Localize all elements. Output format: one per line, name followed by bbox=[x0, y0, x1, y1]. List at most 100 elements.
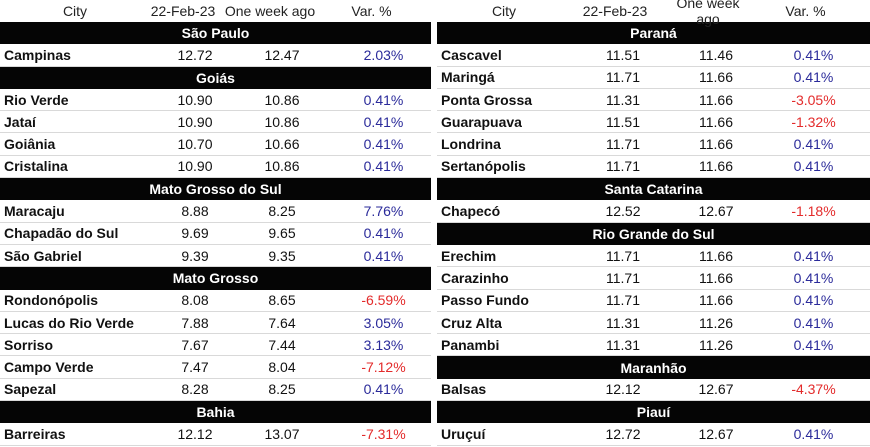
table-row: Campinas 12.72 12.47 2.03% bbox=[0, 44, 431, 67]
left-price-table: City 22-Feb-23 One week ago Var. % São P… bbox=[0, 0, 431, 446]
table-row: Panambi 11.31 11.26 0.41% bbox=[437, 334, 870, 357]
city-name: Balsas bbox=[441, 381, 487, 398]
current-price: 11.51 bbox=[606, 46, 640, 63]
previous-price: 7.44 bbox=[268, 336, 296, 353]
city-name: Uruçuí bbox=[441, 425, 486, 442]
current-price: 10.90 bbox=[177, 91, 213, 108]
city-name: Jataí bbox=[4, 113, 36, 130]
table-row: Lucas do Rio Verde 7.88 7.64 3.05% bbox=[0, 312, 431, 335]
table-row: Ponta Grossa 11.31 11.66 -3.05% bbox=[437, 89, 870, 112]
header-previous: One week ago bbox=[676, 0, 740, 27]
table-row: Campo Verde 7.47 8.04 -7.12% bbox=[0, 356, 431, 379]
previous-price: 11.66 bbox=[699, 247, 733, 264]
header-previous: One week ago bbox=[224, 3, 316, 19]
table-row: Maringá 11.71 11.66 0.41% bbox=[437, 67, 870, 89]
table-row: Cristalina 10.90 10.86 0.41% bbox=[0, 156, 431, 179]
region-header: Goiás bbox=[0, 66, 431, 89]
current-price: 11.71 bbox=[606, 247, 640, 264]
table-header: City 22-Feb-23 One week ago Var. % bbox=[437, 0, 870, 27]
current-price: 12.12 bbox=[605, 381, 641, 398]
variation-value: 0.41% bbox=[793, 336, 834, 353]
current-price: 11.71 bbox=[606, 69, 640, 86]
variation-value: 0.41% bbox=[363, 225, 404, 242]
table-row: Cruz Alta 11.31 11.26 0.41% bbox=[437, 312, 870, 335]
city-name: Londrina bbox=[441, 136, 501, 153]
previous-price: 10.86 bbox=[264, 113, 300, 130]
header-current-date: 22-Feb-23 bbox=[582, 3, 648, 19]
city-name: Erechim bbox=[441, 247, 497, 264]
city-name: Campo Verde bbox=[4, 359, 94, 376]
previous-price: 11.26 bbox=[699, 336, 733, 353]
variation-value: 0.41% bbox=[363, 247, 404, 264]
right-price-table: City 22-Feb-23 One week ago Var. % Paran… bbox=[437, 0, 870, 446]
table-row: Chapadão do Sul 9.69 9.65 0.41% bbox=[0, 223, 431, 245]
table-row: Sertanópolis 11.71 11.66 0.41% bbox=[437, 156, 870, 179]
current-price: 11.71 bbox=[606, 269, 640, 286]
current-price: 11.71 bbox=[606, 292, 640, 309]
previous-price: 12.67 bbox=[698, 203, 734, 220]
current-price: 9.69 bbox=[181, 225, 209, 242]
city-name: Rio Verde bbox=[4, 91, 69, 108]
previous-price: 11.66 bbox=[699, 292, 733, 309]
right-table-body: Paraná Cascavel 11.51 11.46 0.41% Maringá 11.7… bbox=[437, 22, 870, 446]
header-city: City bbox=[491, 3, 517, 19]
table-row: Cascavel 11.51 11.46 0.41% bbox=[437, 44, 870, 67]
header-city: City bbox=[62, 3, 88, 19]
variation-value: 3.13% bbox=[363, 336, 404, 353]
city-name: Chapecó bbox=[441, 203, 501, 220]
previous-price: 8.25 bbox=[268, 381, 296, 398]
region-header: Piauí bbox=[437, 401, 870, 424]
previous-price: 11.26 bbox=[699, 314, 733, 331]
variation-value: -1.32% bbox=[791, 113, 836, 130]
previous-price: 10.86 bbox=[264, 158, 300, 175]
current-price: 10.90 bbox=[177, 113, 213, 130]
city-name: Ponta Grossa bbox=[441, 91, 533, 108]
previous-price: 10.86 bbox=[264, 91, 300, 108]
current-price: 8.28 bbox=[181, 381, 209, 398]
previous-price: 11.46 bbox=[699, 46, 733, 63]
region-header: São Paulo bbox=[0, 22, 431, 45]
variation-value: 3.05% bbox=[363, 314, 404, 331]
table-row: Guarapuava 11.51 11.66 -1.32% bbox=[437, 111, 870, 134]
table-row: Erechim 11.71 11.66 0.41% bbox=[437, 245, 870, 268]
variation-value: 0.41% bbox=[793, 46, 834, 63]
previous-price: 8.25 bbox=[268, 203, 296, 220]
variation-value: 0.41% bbox=[793, 314, 834, 331]
city-name: Passo Fundo bbox=[441, 292, 529, 309]
previous-price: 11.66 bbox=[699, 269, 733, 286]
previous-price: 7.64 bbox=[268, 314, 296, 331]
region-header: Santa Catarina bbox=[437, 178, 870, 201]
variation-value: 0.41% bbox=[793, 158, 834, 175]
previous-price: 12.67 bbox=[698, 425, 734, 442]
city-name: Cristalina bbox=[4, 158, 68, 175]
variation-value: 0.41% bbox=[793, 247, 834, 264]
current-price: 11.31 bbox=[606, 91, 640, 108]
table-row: Londrina 11.71 11.66 0.41% bbox=[437, 133, 870, 156]
previous-price: 11.66 bbox=[699, 158, 733, 175]
variation-value: 7.76% bbox=[363, 203, 404, 220]
table-row: Sorriso 7.67 7.44 3.13% bbox=[0, 334, 431, 357]
header-variation: Var. % bbox=[785, 3, 826, 19]
variation-value: 0.41% bbox=[793, 69, 834, 86]
current-price: 9.39 bbox=[181, 247, 209, 264]
city-name: Goiânia bbox=[4, 136, 56, 153]
current-price: 12.12 bbox=[177, 425, 213, 442]
current-price: 12.72 bbox=[605, 425, 641, 442]
current-price: 8.08 bbox=[181, 292, 209, 309]
current-price: 11.31 bbox=[606, 336, 640, 353]
table-row: Balsas 12.12 12.67 -4.37% bbox=[437, 379, 870, 402]
city-name: Carazinho bbox=[441, 269, 509, 286]
header-current-date: 22-Feb-23 bbox=[150, 3, 216, 19]
current-price: 7.88 bbox=[181, 314, 209, 331]
variation-value: 0.41% bbox=[793, 136, 834, 153]
table-header: City 22-Feb-23 One week ago Var. % bbox=[0, 0, 431, 22]
variation-value: 0.41% bbox=[363, 91, 404, 108]
previous-price: 12.47 bbox=[264, 46, 300, 63]
variation-value: -1.18% bbox=[791, 203, 836, 220]
variation-value: -6.59% bbox=[361, 292, 406, 309]
variation-value: 0.41% bbox=[363, 381, 404, 398]
previous-price: 11.66 bbox=[699, 136, 733, 153]
city-name: Barreiras bbox=[4, 425, 66, 442]
previous-price: 12.67 bbox=[698, 381, 734, 398]
city-name: Chapadão do Sul bbox=[4, 225, 119, 242]
